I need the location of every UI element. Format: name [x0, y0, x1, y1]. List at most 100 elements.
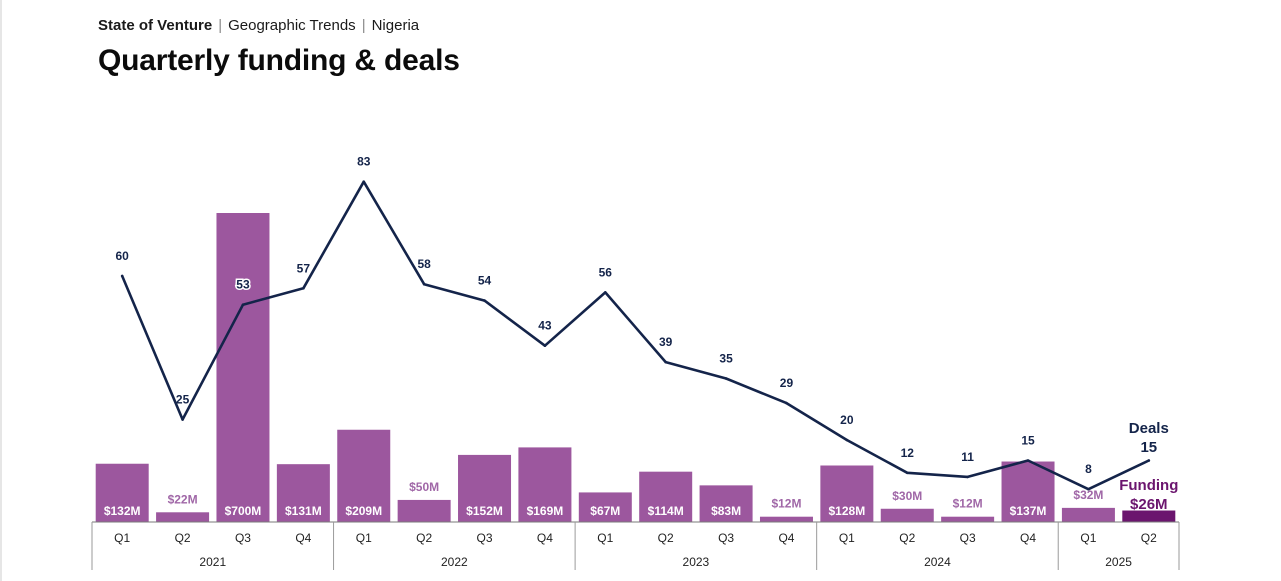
- legend-funding-name: Funding: [1119, 477, 1178, 494]
- legend: Deals 15 Funding $26M: [1119, 420, 1178, 513]
- deals-point-label: 39: [659, 335, 673, 349]
- funding-bar-label: $67M: [590, 504, 620, 518]
- funding-bar: [699, 485, 753, 522]
- deals-point-label: 15: [1021, 434, 1035, 448]
- breadcrumb-country: Nigeria: [371, 17, 420, 34]
- funding-bar: [880, 508, 934, 522]
- deals-point: [302, 287, 305, 290]
- breadcrumb-section: Geographic Trends: [228, 17, 356, 34]
- deals-point-label: 57: [297, 261, 311, 275]
- deals-point: [483, 299, 486, 302]
- deals-point: [664, 360, 667, 364]
- quarter-tick-label: Q4: [1020, 531, 1036, 545]
- breadcrumb-separator: |: [218, 17, 223, 34]
- deals-point: [1147, 459, 1151, 462]
- funding-bar-label: $132M: [104, 504, 141, 518]
- legend-deals-name: Deals: [1129, 420, 1169, 437]
- legend-deals-value: 15: [1140, 439, 1157, 456]
- year-tick-label: 2023: [683, 555, 710, 569]
- deals-point: [845, 438, 849, 442]
- legend-funding-value: $26M: [1130, 496, 1168, 513]
- deals-point: [1026, 459, 1030, 462]
- funding-bar: [337, 429, 391, 522]
- breadcrumb-separator: |: [361, 17, 366, 34]
- deals-point-label: 29: [780, 376, 794, 390]
- funding-bar-label: $22M: [168, 492, 198, 506]
- quarter-tick-label: Q2: [899, 531, 915, 545]
- quarter-tick-label: Q2: [416, 531, 432, 545]
- x-axis: Q1 Q2 Q3 Q4 Q1 Q2 Q3 Q4 Q1 Q2 Q3 Q4 Q1 Q2 Q3 Q4 Q1 Q2 2021…: [91, 521, 1180, 570]
- deals-point: [604, 291, 607, 294]
- page-title: Quarterly funding & deals: [98, 44, 460, 77]
- funding-bar: [578, 492, 632, 522]
- deals-line: [120, 180, 1151, 491]
- deals-point-label: 35: [719, 352, 733, 366]
- deals-point: [181, 418, 184, 421]
- deals-point-label: 20: [840, 413, 854, 427]
- quarter-tick-label: Q3: [960, 531, 976, 545]
- funding-bar: [518, 447, 572, 522]
- funding-bar-label: $128M: [829, 504, 866, 518]
- deals-point: [1087, 487, 1090, 491]
- quarter-tick-label: Q2: [175, 531, 191, 545]
- deals-point-label: 83: [357, 155, 371, 169]
- quarter-tick-label: Q1: [839, 531, 855, 545]
- deals-point-label: 25: [176, 393, 190, 407]
- breadcrumb: State of Venture | Geographic Trends | Niger…: [98, 17, 419, 34]
- quarter-tick-label: Q3: [477, 531, 493, 545]
- deals-point-label: 11: [961, 450, 974, 464]
- deals-point: [362, 180, 366, 183]
- funding-bar-label: $50M: [409, 480, 439, 494]
- funding-bar: [941, 516, 995, 522]
- deals-point-label: 56: [599, 265, 613, 279]
- deals-point-label: 53: [236, 278, 250, 292]
- deals-point: [966, 475, 969, 479]
- page-left-rule: [0, 0, 2, 581]
- deals-point: [241, 303, 245, 307]
- deals-point: [120, 274, 124, 278]
- year-tick-label: 2022: [441, 555, 468, 569]
- deals-point: [422, 282, 426, 286]
- deals-line-group: 60 25 53 57 83 58 54 43 56 39 35 29 20 12 11 15 8: [116, 155, 1151, 491]
- funding-bar: [216, 213, 270, 522]
- quarter-tick-label: Q1: [597, 531, 613, 545]
- quarter-tick-label: Q2: [1141, 531, 1157, 545]
- quarter-tick-label: Q4: [537, 531, 553, 545]
- quarter-tick-label: Q1: [114, 531, 130, 545]
- deals-point-label: 58: [417, 257, 431, 271]
- funding-bar-labels: $132M $22M $700M $131M $209M $50M $152M $169M $6…: [104, 480, 1104, 518]
- quarter-tick-label: Q3: [235, 531, 251, 545]
- funding-bar: [759, 516, 813, 522]
- funding-bar: [1122, 510, 1176, 522]
- funding-bar: [458, 454, 512, 522]
- deals-point-label: 43: [538, 319, 552, 333]
- year-tick-label: 2024: [924, 555, 951, 569]
- quarter-tick-label: Q4: [778, 531, 794, 545]
- funding-bar: [397, 499, 451, 522]
- funding-bar-label: $30M: [892, 489, 922, 503]
- quarter-tick-label: Q2: [658, 531, 674, 545]
- funding-bar-label: $114M: [648, 504, 684, 518]
- quarter-tick-label: Q1: [356, 531, 372, 545]
- funding-bar: [639, 471, 693, 522]
- deals-point: [724, 377, 728, 380]
- funding-bar-label: $12M: [771, 497, 801, 511]
- year-tick-label: 2025: [1105, 555, 1132, 569]
- funding-bar-label: $131M: [285, 504, 322, 518]
- deals-point: [905, 471, 909, 475]
- deals-point-label: 60: [116, 249, 130, 263]
- funding-bar: [95, 463, 149, 522]
- quarter-tick-label: Q3: [718, 531, 734, 545]
- funding-bar-label: $12M: [953, 497, 983, 511]
- funding-bar: [820, 465, 874, 522]
- deals-point: [785, 401, 788, 405]
- funding-bar-label: $137M: [1010, 504, 1047, 518]
- quarter-tick-label: Q1: [1080, 531, 1096, 545]
- breadcrumb-report: State of Venture: [98, 17, 213, 34]
- funding-bar-label: $169M: [527, 504, 564, 518]
- funding-bar-label: $83M: [711, 504, 741, 518]
- funding-bar-label: $32M: [1073, 488, 1103, 502]
- funding-bar: [1001, 461, 1055, 522]
- year-tick-label: 2021: [199, 555, 226, 569]
